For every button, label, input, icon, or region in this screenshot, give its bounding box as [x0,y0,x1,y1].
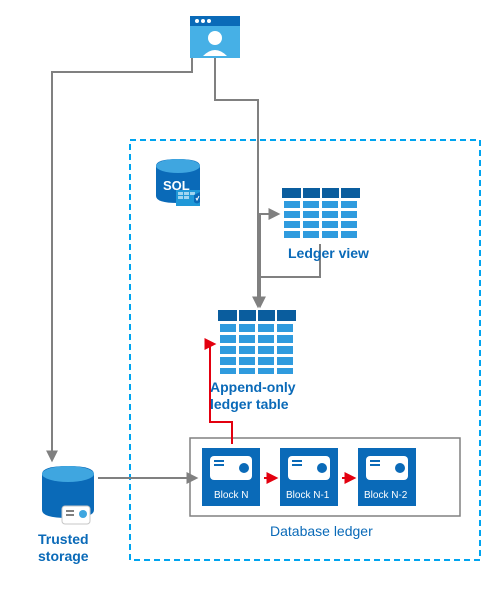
trusted-storage-icon [42,466,94,524]
sql-database-icon: SQL [156,159,200,206]
database-ledger-label: Database ledger [270,523,373,539]
block-n2-label: Block N-2 [364,490,408,501]
block-n: Block N [202,448,260,506]
ledger-view-label: Ledger view [288,245,369,261]
user-browser-icon [190,16,240,58]
block-n-2: Block N-2 [358,448,416,506]
gray-arrows [52,58,320,478]
ledger-view-icon [282,188,360,240]
ledger-table-label-2: ledger table [210,396,289,412]
ledger-table-label-1: Append-only [210,379,296,395]
block-n-label: Block N [214,490,248,501]
block-n1-label: Block N-1 [286,490,330,501]
trusted-storage-label-2: storage [38,548,89,564]
trusted-storage-label-1: Trusted [38,531,89,547]
block-n-1: Block N-1 [280,448,338,506]
ledger-table-icon [218,310,296,374]
